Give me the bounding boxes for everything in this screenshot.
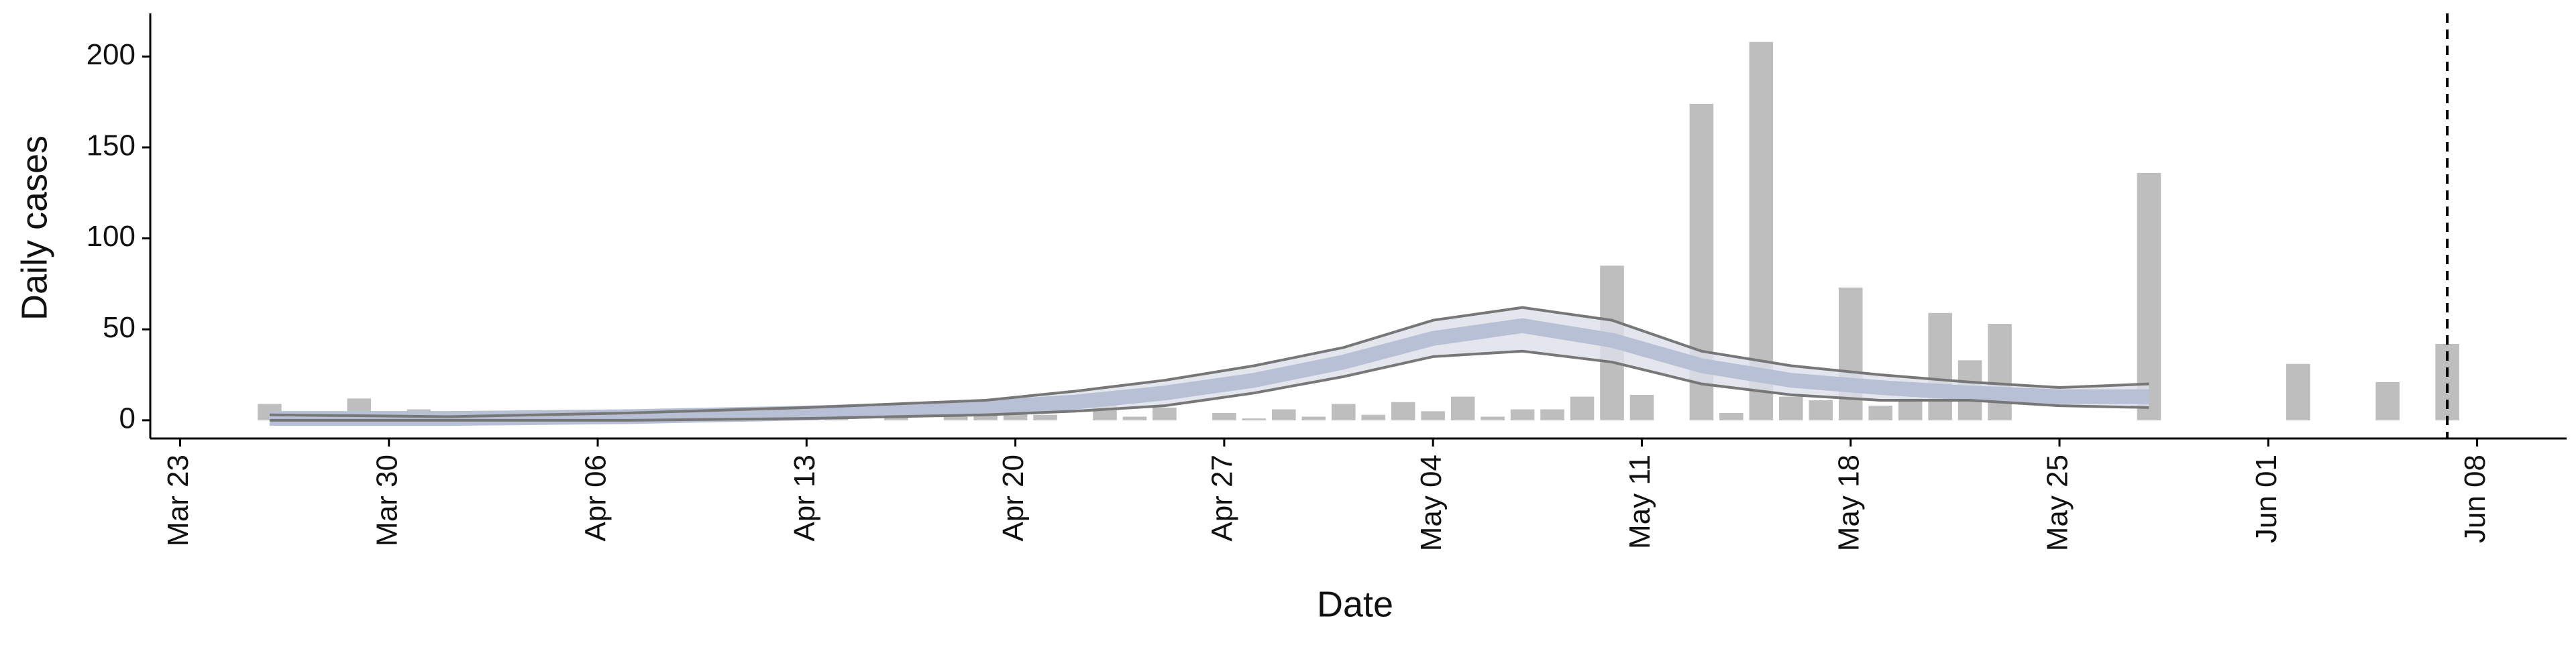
bar <box>1450 396 1475 420</box>
bar <box>2137 172 2161 420</box>
bar <box>1898 398 1923 420</box>
bar <box>1242 418 1267 420</box>
x-tick-label: Apr 13 <box>788 455 821 542</box>
bar <box>1122 416 1147 420</box>
bar <box>1540 409 1564 420</box>
x-tick-label: Jun 08 <box>2459 455 2491 543</box>
bar <box>1391 402 1415 420</box>
bar <box>1928 312 1952 420</box>
bar <box>1749 42 1774 420</box>
bar <box>1331 404 1356 420</box>
x-axis-title: Date <box>1317 584 1393 624</box>
bar <box>943 416 968 420</box>
bar <box>1421 411 1445 420</box>
x-tick-label: Apr 27 <box>1206 455 1239 542</box>
bar <box>1152 407 1177 420</box>
bar <box>2286 363 2310 420</box>
y-tick-label: 50 <box>103 311 136 344</box>
bar <box>1809 400 1833 420</box>
bar <box>1868 406 1892 420</box>
ribbon-lower <box>269 349 2149 422</box>
x-tick-label: Jun 01 <box>2250 455 2283 543</box>
bar <box>1838 287 1863 420</box>
y-tick-label: 200 <box>87 38 136 71</box>
ribbon-band <box>269 307 2149 420</box>
x-tick-label: Apr 06 <box>580 455 612 542</box>
bar <box>1719 413 1743 420</box>
bar <box>1272 409 1296 420</box>
bar <box>1033 414 1057 420</box>
y-axis-title: Daily cases <box>14 135 54 320</box>
bar <box>1301 416 1326 420</box>
bar <box>2375 381 2400 420</box>
ribbon-median <box>269 318 2149 426</box>
bar <box>973 414 998 420</box>
bar <box>1988 324 2012 420</box>
x-tick-label: May 11 <box>1623 455 1656 549</box>
bar <box>1570 396 1595 420</box>
bar <box>1629 394 1654 420</box>
ribbon-upper <box>269 306 2149 418</box>
x-tick-label: Mar 23 <box>162 455 195 546</box>
bar <box>1481 416 1505 420</box>
bar <box>883 416 908 420</box>
y-tick-label: 150 <box>87 129 136 162</box>
x-tick-label: Mar 30 <box>370 455 403 546</box>
bar <box>1779 396 1803 420</box>
bar <box>1003 413 1028 420</box>
bar <box>1361 414 1386 420</box>
x-tick-label: May 18 <box>1832 455 1865 551</box>
bar <box>1510 409 1535 420</box>
y-tick-label: 100 <box>87 220 136 253</box>
x-tick-label: May 04 <box>1415 455 1448 551</box>
x-tick-label: May 25 <box>2041 455 2074 551</box>
y-tick-label: 0 <box>119 402 136 434</box>
x-tick-label: Apr 20 <box>997 455 1030 542</box>
bar <box>1212 413 1236 420</box>
